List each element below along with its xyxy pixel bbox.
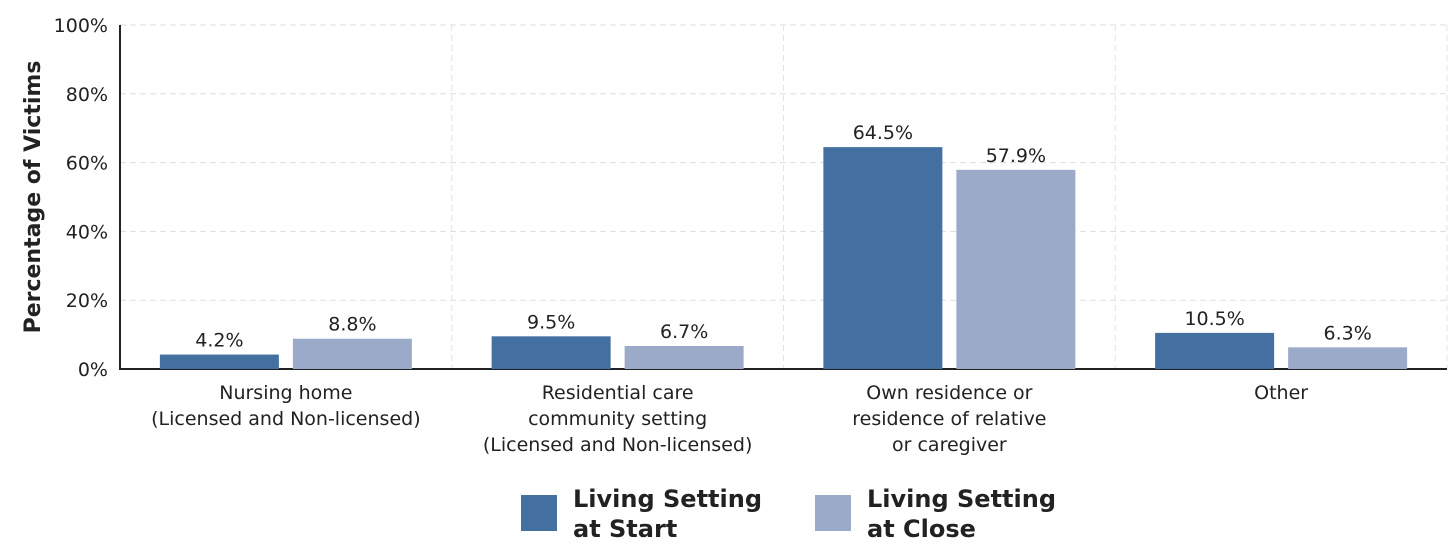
data-label: 9.5% (527, 311, 575, 333)
y-axis-title: Percentage of Victims (21, 61, 46, 334)
x-category-label: (Licensed and Non-licensed) (151, 408, 420, 430)
x-category-label: or caregiver (892, 434, 1007, 456)
x-category-label: Nursing home (219, 382, 352, 404)
x-category-label: Other (1254, 382, 1308, 404)
bar-series-1-2 (491, 336, 611, 369)
y-tick-label: 80% (66, 84, 108, 106)
x-category-label: Residential care (542, 382, 694, 404)
bar-series-1-4 (1155, 332, 1275, 369)
bar-series-2-3 (956, 169, 1076, 369)
x-category-label: residence of relative (852, 408, 1046, 430)
y-tick-label: 0% (78, 359, 108, 381)
data-label: 4.2% (195, 330, 243, 352)
legend-label: at Close (867, 515, 976, 543)
bar-series-2-4 (1288, 347, 1408, 369)
bar-series-1-1 (159, 354, 279, 369)
data-label: 10.5% (1184, 308, 1244, 330)
bar-series-2-2 (624, 345, 744, 369)
legend-swatch-1 (521, 495, 557, 531)
y-tick-label: 40% (66, 221, 108, 243)
data-label: 8.8% (328, 314, 376, 336)
data-label: 64.5% (853, 122, 913, 144)
legend-label: Living Setting (573, 485, 762, 513)
bar-series-1-3 (823, 147, 943, 369)
x-category-label: (Licensed and Non-licensed) (483, 434, 752, 456)
legend-label: at Start (573, 515, 677, 543)
legend-swatch-2 (815, 495, 851, 531)
y-tick-label: 60% (66, 153, 108, 175)
data-label: 57.9% (986, 145, 1046, 167)
data-label: 6.7% (660, 321, 708, 343)
y-tick-label: 100% (54, 15, 108, 37)
data-label: 6.3% (1323, 322, 1371, 344)
bar-series-2-1 (292, 338, 412, 369)
y-tick-label: 20% (66, 290, 108, 312)
x-category-label: Own residence or (866, 382, 1032, 404)
legend-label: Living Setting (867, 485, 1056, 513)
x-category-label: community setting (528, 408, 707, 430)
